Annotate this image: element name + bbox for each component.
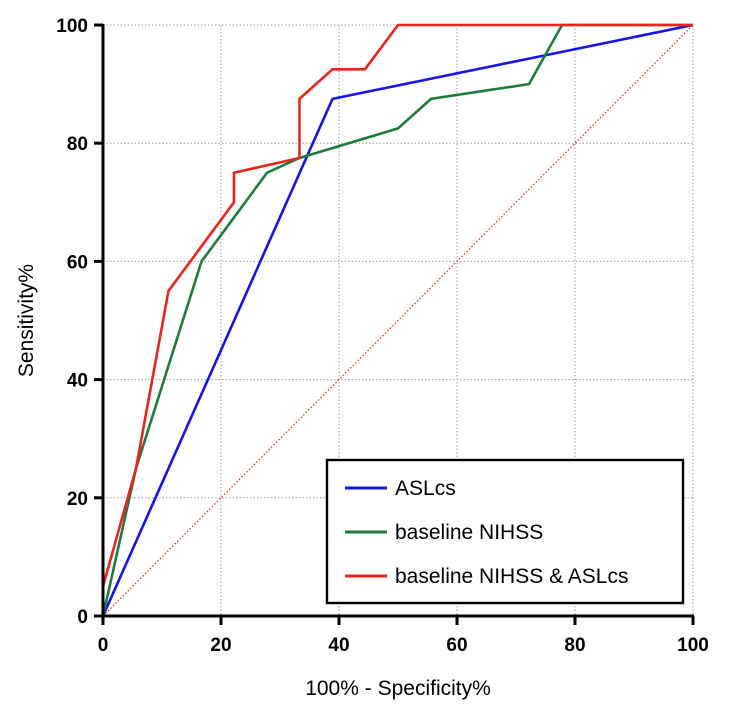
ticks: 0 20 40 60 80 100 0 20 40 60 80 100	[56, 16, 709, 656]
x-tick-label-5: 100	[677, 635, 709, 656]
y-axis-title: Sensitivity%	[15, 264, 38, 377]
series-line-0	[101, 23, 694, 617]
y-tick-label-4: 80	[67, 134, 88, 155]
grid	[103, 24, 694, 616]
x-axis-title: 100% - Specificity%	[305, 677, 491, 700]
reference-line-layer	[102, 24, 694, 617]
x-tick-label-3: 60	[446, 635, 467, 656]
x-tick-label-1: 20	[210, 635, 231, 656]
y-tick-label-0: 0	[77, 607, 88, 628]
x-tick-label-0: 0	[98, 635, 109, 656]
series-layer	[101, 23, 694, 617]
series-line-2	[101, 23, 693, 616]
axes	[101, 24, 694, 618]
x-tick-label-2: 40	[328, 635, 349, 656]
y-tick-label-5: 100	[56, 16, 88, 37]
x-tick-label-4: 80	[564, 635, 585, 656]
series-line-1	[101, 23, 693, 617]
reference-diagonal-line	[102, 24, 694, 617]
legend: ASLcs baseline NIHSS baseline NIHSS & ASLc…	[325, 458, 685, 605]
legend-label-1: baseline NIHSS	[395, 521, 543, 544]
y-tick-label-3: 60	[67, 252, 88, 273]
legend-label-0: ASLcs	[395, 477, 456, 500]
legend-label-2: baseline NIHSS & ASLcs	[395, 565, 628, 588]
y-tick-label-1: 20	[67, 489, 88, 510]
y-tick-label-2: 40	[67, 371, 88, 392]
